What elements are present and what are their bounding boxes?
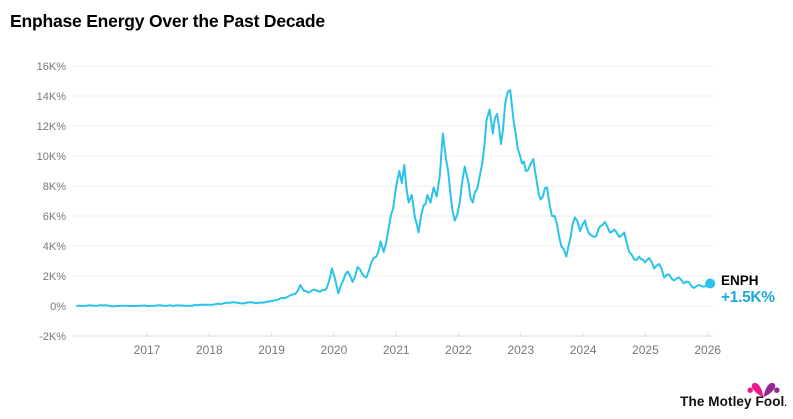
x-tick-label: 2024 (570, 343, 597, 357)
enph-price-line (76, 89, 712, 308)
y-tick-label: 8K% (43, 181, 66, 193)
x-tick-label: 2022 (445, 343, 472, 357)
y-tick-label: -2K% (39, 331, 66, 343)
x-tick-label: 2021 (383, 343, 410, 357)
x-axis-ticks (146, 332, 709, 337)
line-end-labels: ENPH +1.5K% (721, 273, 775, 306)
y-gridlines (72, 65, 713, 337)
x-tick-label: 2019 (258, 343, 285, 357)
x-tick-label: 2020 (321, 343, 348, 357)
y-tick-label: 14K% (37, 91, 67, 103)
ticker-label: ENPH (721, 273, 759, 288)
jester-hat-icon (747, 382, 780, 397)
line-end-dot (705, 278, 716, 289)
y-tick-label: 12K% (37, 121, 67, 133)
y-axis-labels: 16K% 14K% 12K% 10K% 8K% 6K% 4K% 2K% 0% -2K% (37, 61, 67, 343)
y-tick-label: 16K% (37, 61, 67, 73)
x-tick-label: 2018 (196, 343, 223, 357)
x-axis-labels: 2017 2018 2019 2020 2021 2022 2023 2024 2025 2026 (134, 343, 722, 357)
y-tick-label: 2K% (43, 271, 66, 283)
y-tick-label: 4K% (43, 241, 66, 253)
y-tick-label: 0% (50, 301, 66, 313)
logo-wordmark-text: The Motley Fool (680, 394, 785, 409)
page-title: Enphase Energy Over the Past Decade (10, 11, 325, 31)
logo-wordmark: The Motley Fool. (680, 394, 787, 409)
y-tick-label: 6K% (43, 211, 66, 223)
total-return-label: +1.5K% (721, 288, 775, 306)
logo-trademark: . (784, 398, 787, 408)
x-tick-label: 2017 (134, 343, 161, 357)
y-tick-label: 10K% (37, 151, 67, 163)
x-tick-label: 2025 (632, 343, 659, 357)
x-tick-label: 2023 (507, 343, 534, 357)
x-tick-label: 2026 (694, 343, 721, 357)
